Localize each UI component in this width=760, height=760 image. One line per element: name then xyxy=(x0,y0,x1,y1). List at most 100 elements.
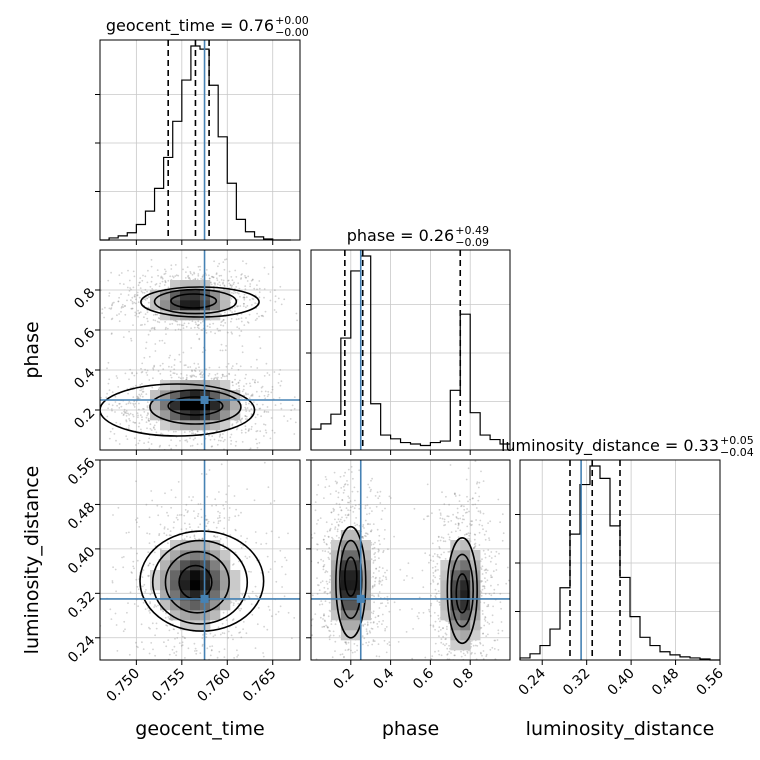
joint-geocent_time-luminosity_distance-sample xyxy=(152,648,154,651)
joint-geocent_time-phase-sample xyxy=(153,364,156,367)
joint-phase-luminosity_distance-sample xyxy=(371,477,373,480)
joint-geocent_time-phase-sample xyxy=(182,351,185,354)
joint-phase-luminosity_distance-sample xyxy=(316,543,318,546)
joint-phase-luminosity_distance-sample xyxy=(481,588,484,591)
joint-geocent_time-phase-sample xyxy=(148,296,151,298)
joint-phase-luminosity_distance-sample xyxy=(363,752,365,754)
joint-geocent_time-luminosity_distance-sample xyxy=(93,655,95,657)
joint-geocent_time-phase-sample xyxy=(236,298,239,301)
joint-phase-luminosity_distance-sample xyxy=(337,524,340,527)
joint-phase-luminosity_distance-sample xyxy=(487,549,490,551)
joint-phase-luminosity_distance-sample xyxy=(332,634,335,637)
joint-geocent_time-luminosity_distance-sample xyxy=(281,586,283,588)
joint-geocent_time-phase-sample xyxy=(145,347,147,350)
joint-geocent_time-phase-sample xyxy=(293,433,296,435)
joint-geocent_time-phase-sample xyxy=(139,395,142,397)
joint-geocent_time-phase-sample xyxy=(150,443,153,445)
joint-geocent_time-phase-sample xyxy=(148,447,151,450)
joint-geocent_time-luminosity_distance-sample xyxy=(170,489,173,491)
joint-phase-luminosity_distance-sample xyxy=(411,608,413,610)
joint-phase-luminosity_distance-sample xyxy=(335,535,338,537)
joint-geocent_time-phase-sample xyxy=(231,291,233,294)
joint-geocent_time-luminosity_distance-sample xyxy=(122,556,125,558)
joint-phase-luminosity_distance-sample xyxy=(378,577,381,579)
joint-phase-luminosity_distance-sample xyxy=(377,643,380,645)
joint-geocent_time-luminosity_distance-sample xyxy=(137,646,139,649)
joint-geocent_time-phase-sample xyxy=(239,295,241,298)
joint-phase-luminosity_distance-sample xyxy=(478,531,481,534)
joint-geocent_time-phase-density-cell xyxy=(220,420,231,431)
joint-geocent_time-phase-sample xyxy=(224,349,227,352)
marginal-geocent_time-title: geocent_time = 0.76 xyxy=(106,16,274,36)
joint-geocent_time-phase-sample xyxy=(264,390,267,393)
joint-geocent_time-phase-sample xyxy=(265,362,268,365)
joint-phase-luminosity_distance-sample xyxy=(322,565,325,568)
joint-geocent_time-phase-sample xyxy=(221,320,224,322)
joint-geocent_time-phase-sample xyxy=(110,308,112,310)
joint-phase-luminosity_distance-sample xyxy=(436,553,439,556)
joint-geocent_time-phase-sample xyxy=(136,412,139,415)
joint-phase-luminosity_distance-sample xyxy=(317,561,320,564)
joint-phase-luminosity_distance-sample xyxy=(346,514,349,517)
joint-geocent_time-luminosity_distance-density-cell xyxy=(230,580,241,591)
joint-geocent_time-phase-sample xyxy=(177,328,180,331)
ylabel-luminosity-distance: luminosity_distance xyxy=(21,466,43,655)
joint-phase-luminosity_distance-sample xyxy=(483,533,486,536)
joint-phase-luminosity_distance-sample xyxy=(447,667,449,669)
joint-phase-luminosity_distance-sample xyxy=(373,601,375,604)
joint-geocent_time-luminosity_distance-content xyxy=(93,460,300,660)
joint-phase-luminosity_distance-sample xyxy=(481,573,484,575)
joint-geocent_time-phase-sample xyxy=(211,276,214,278)
joint-phase-luminosity_distance-sample xyxy=(325,543,328,545)
joint-geocent_time-phase-density-cell xyxy=(210,300,221,311)
joint-phase-luminosity_distance-sample xyxy=(448,503,450,506)
joint-phase-luminosity_distance-sample xyxy=(334,650,336,652)
joint-geocent_time-phase-sample xyxy=(243,296,246,299)
joint-phase-luminosity_distance-sample xyxy=(442,635,444,638)
joint-geocent_time-phase-sample xyxy=(133,406,136,408)
joint-phase-luminosity_distance-sample xyxy=(330,620,333,622)
joint-geocent_time-luminosity_distance-sample xyxy=(218,514,221,517)
joint-geocent_time-luminosity_distance-sample xyxy=(183,514,186,517)
joint-geocent_time-luminosity_distance-sample xyxy=(117,506,120,509)
joint-geocent_time-phase-sample xyxy=(125,414,128,417)
joint-phase-luminosity_distance-sample xyxy=(470,700,472,702)
joint-phase-luminosity_distance-sample xyxy=(322,538,325,541)
joint-phase-luminosity_distance-sample xyxy=(371,510,373,512)
joint-phase-luminosity_distance-sample xyxy=(457,536,460,538)
joint-geocent_time-phase-sample xyxy=(143,411,146,413)
joint-geocent_time-phase-sample xyxy=(250,413,253,415)
joint-phase-luminosity_distance-sample xyxy=(467,500,469,503)
joint-geocent_time-phase-sample xyxy=(183,451,185,453)
marginal-phase-title: phase = 0.26 xyxy=(347,226,454,245)
joint-phase-luminosity_distance-sample xyxy=(479,697,481,699)
joint-geocent_time-phase-sample xyxy=(139,311,142,314)
joint-geocent_time-luminosity_distance-sample xyxy=(269,502,272,505)
joint-phase-luminosity_distance-sample xyxy=(347,641,350,644)
joint-phase-luminosity_distance-sample xyxy=(362,662,364,664)
joint-phase-luminosity_distance-sample xyxy=(345,641,347,644)
joint-geocent_time-phase-sample xyxy=(269,299,272,302)
joint-geocent_time-phase-sample xyxy=(213,282,216,284)
joint-phase-luminosity_distance-sample xyxy=(331,523,333,526)
joint-phase-luminosity_distance-sample xyxy=(329,527,332,530)
joint-phase-luminosity_distance-sample xyxy=(367,523,370,525)
joint-geocent_time-phase-sample xyxy=(261,314,264,317)
joint-geocent_time-phase-sample xyxy=(178,323,181,326)
joint-phase-luminosity_distance-sample xyxy=(346,722,348,724)
joint-phase-luminosity_distance-sample xyxy=(367,447,369,449)
joint-geocent_time-phase-sample xyxy=(260,415,262,418)
joint-geocent_time-phase-sample xyxy=(163,273,166,275)
joint-geocent_time-phase-sample xyxy=(205,332,208,334)
joint-geocent_time-phase-sample xyxy=(255,390,258,393)
joint-phase-luminosity_distance-sample xyxy=(321,550,324,552)
joint-phase-luminosity_distance-sample xyxy=(364,504,367,507)
joint-geocent_time-phase-sample xyxy=(244,285,247,287)
joint-geocent_time-luminosity_distance-sample xyxy=(194,650,196,652)
joint-geocent_time-phase-sample xyxy=(232,384,234,387)
joint-geocent_time-phase-sample xyxy=(185,453,187,455)
joint-geocent_time-phase-sample xyxy=(248,402,250,405)
joint-phase-luminosity_distance-sample xyxy=(459,517,462,520)
joint-geocent_time-luminosity_distance-sample xyxy=(200,508,203,511)
joint-geocent_time-luminosity_distance-sample xyxy=(228,507,231,509)
